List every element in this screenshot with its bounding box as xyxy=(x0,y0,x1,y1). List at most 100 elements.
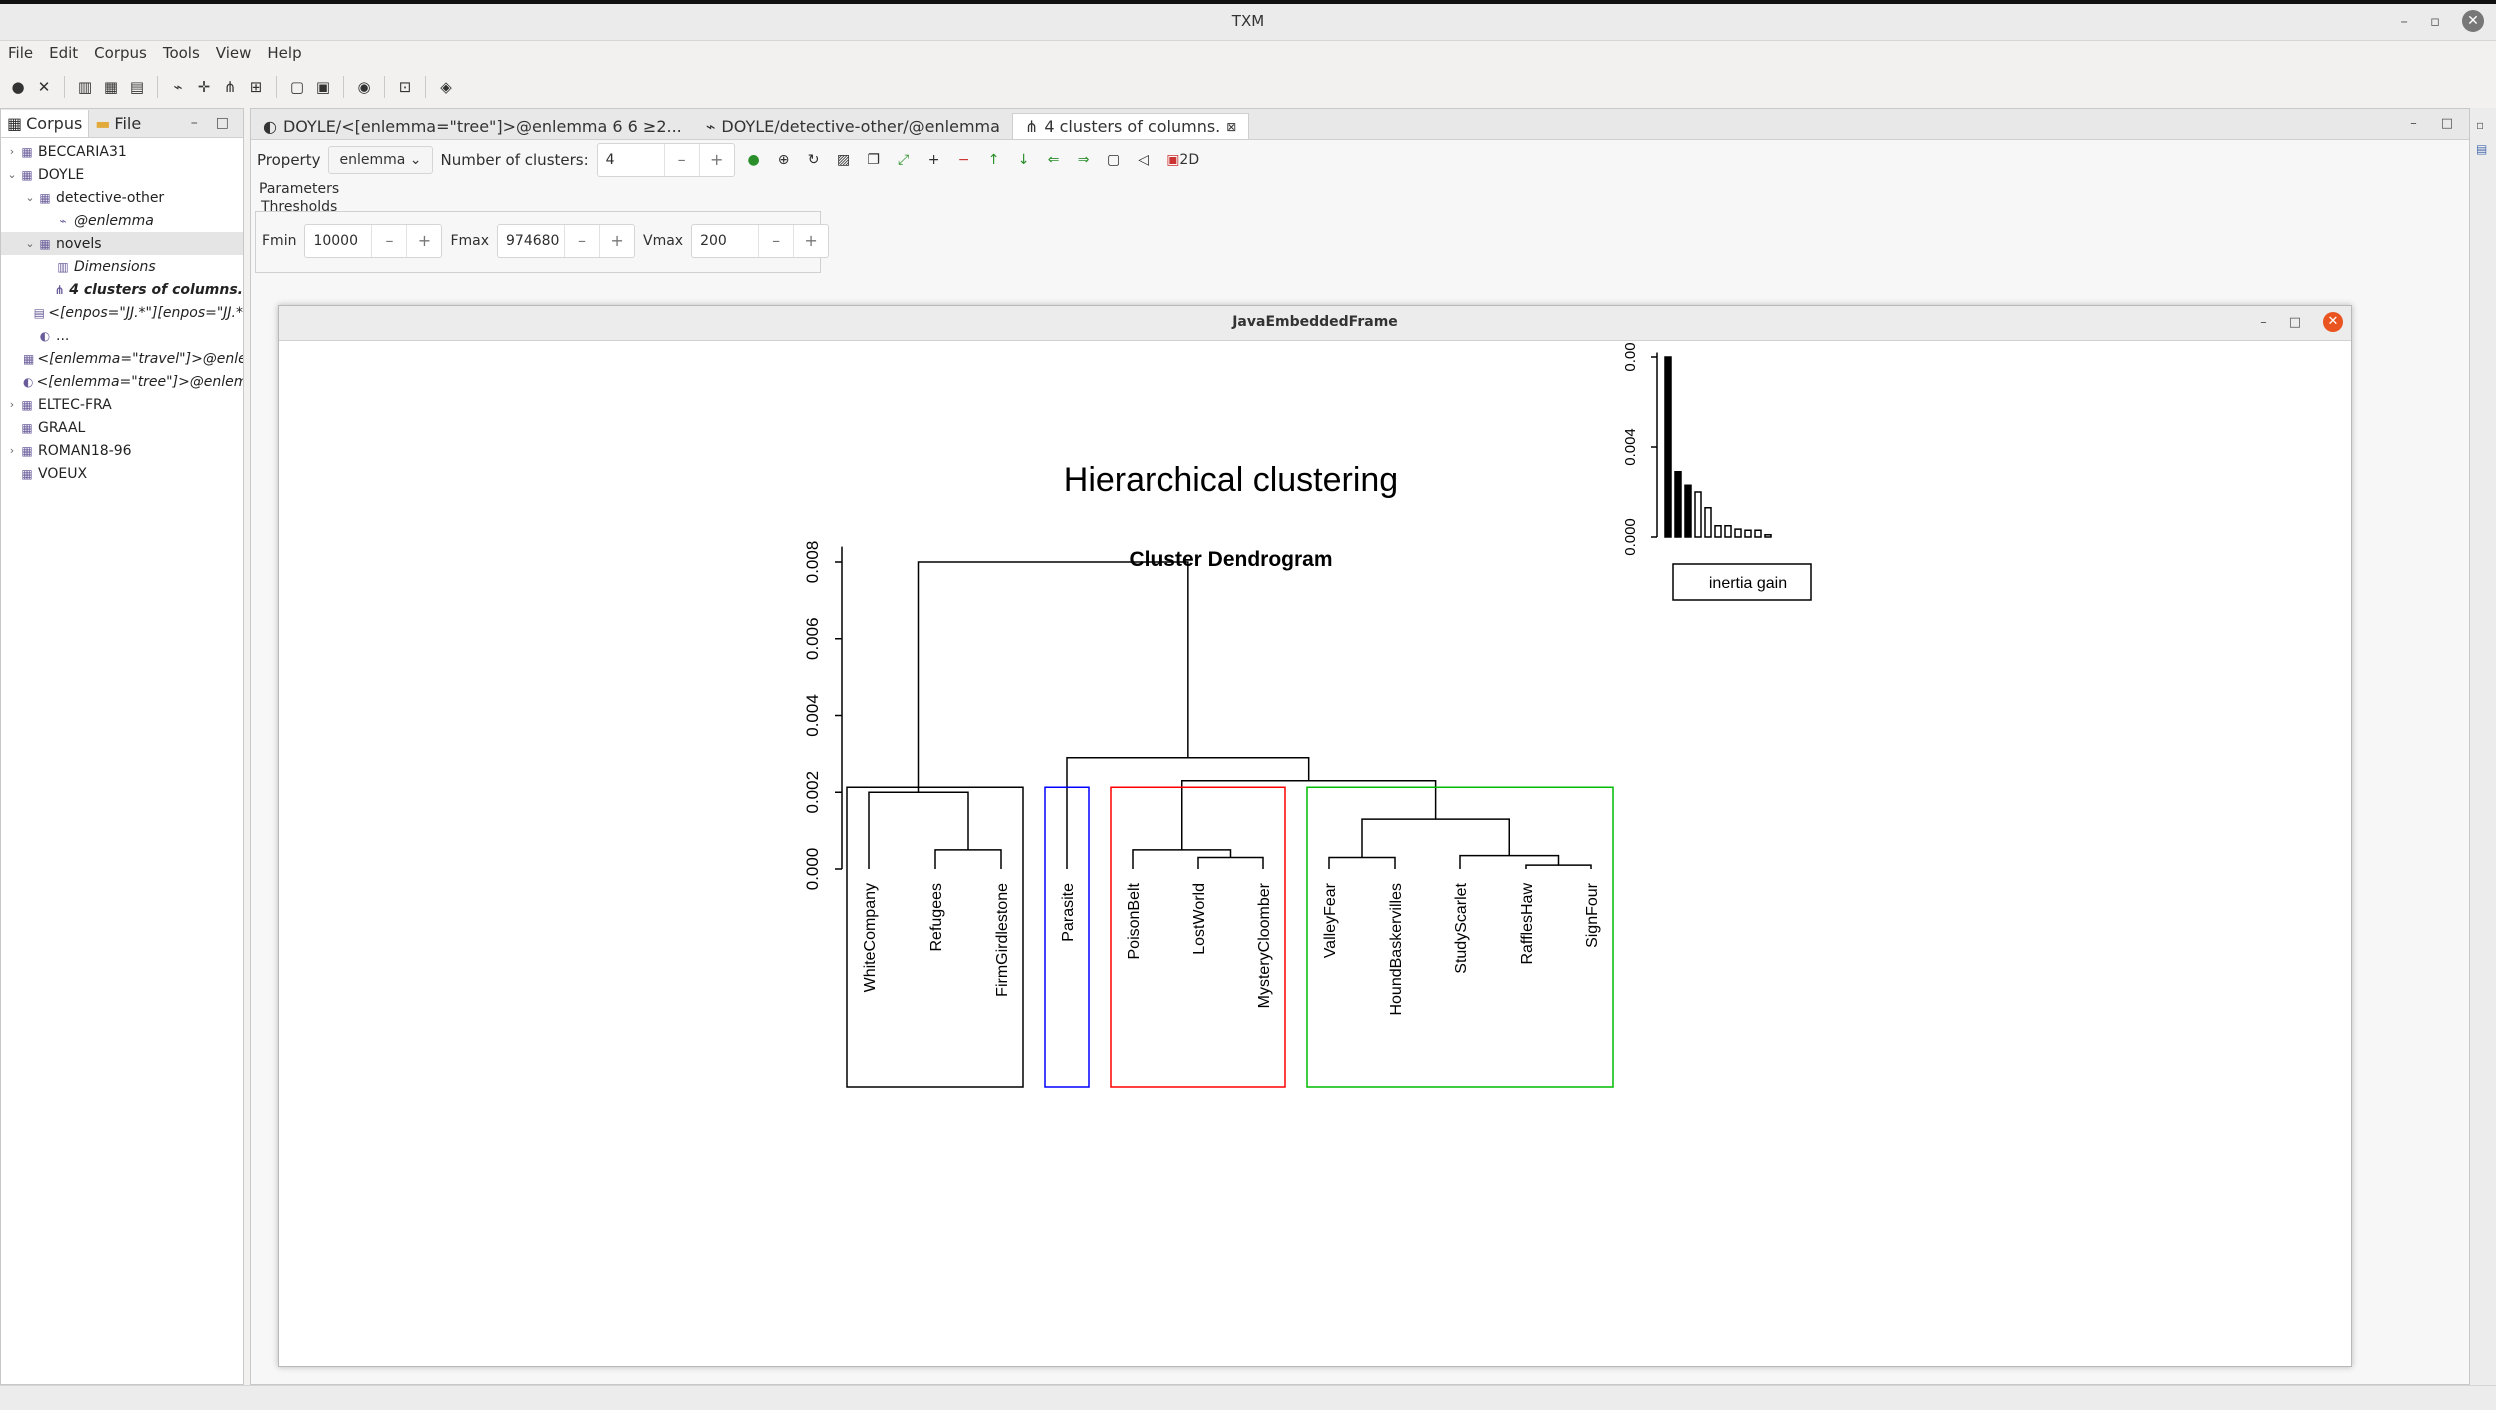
labels-icon[interactable]: ◁ xyxy=(1138,152,1150,168)
copy-icon[interactable]: ❐ xyxy=(867,152,880,168)
specificities-icon[interactable]: ⌁ xyxy=(173,78,183,96)
progression-icon[interactable]: ⊞ xyxy=(249,78,263,96)
txm-icon[interactable]: ◈ xyxy=(440,78,452,96)
tab-cooccurrence[interactable]: ◐ DOYLE/<[enlemma="tree"]>@enlemma 6 6 ≥2… xyxy=(263,116,682,136)
chevron-down-icon[interactable]: ⌄ xyxy=(25,237,35,250)
decrement-button[interactable]: – xyxy=(564,225,599,257)
tab-corpus[interactable]: ▦ Corpus xyxy=(1,109,90,137)
chevron-down-icon[interactable]: ⌄ xyxy=(25,191,35,204)
decrement-button[interactable]: – xyxy=(758,225,793,257)
minimize-icon[interactable]: – xyxy=(2400,12,2408,30)
new-file-icon[interactable]: ▢ xyxy=(289,78,305,96)
2d-toggle[interactable]: ▣ 2D xyxy=(1166,152,1200,168)
delete-icon[interactable]: ✕ xyxy=(37,78,51,96)
console-icon[interactable]: ▤ xyxy=(2476,142,2488,156)
info-icon[interactable]: ● xyxy=(11,78,25,96)
export-icon[interactable]: ⊡ xyxy=(398,78,412,96)
fmax-spinner[interactable]: 974680– + xyxy=(497,224,636,258)
dimensions-icon[interactable]: ▥ xyxy=(77,78,93,96)
screen-top-edge xyxy=(0,0,2496,4)
tab-clusters[interactable]: ⋔ 4 clusters of columns. ⊠ xyxy=(1011,113,1250,139)
menu-help[interactable]: Help xyxy=(267,44,302,62)
zoom-in-icon[interactable]: + xyxy=(927,152,940,168)
decrement-button[interactable]: – xyxy=(663,144,699,176)
refresh-icon[interactable]: ↻ xyxy=(807,152,820,168)
menu-edit[interactable]: Edit xyxy=(49,44,79,62)
vmax-label: Vmax xyxy=(643,233,684,249)
decrement-button[interactable]: – xyxy=(371,225,406,257)
tree-item[interactable]: › ▦ ROMAN18-96 xyxy=(1,439,243,462)
tree-item[interactable]: ▦ <[enlemma="travel"]>@enle xyxy=(1,347,243,370)
tree-item[interactable]: ⌄ ▦ DOYLE xyxy=(1,163,243,186)
vmax-spinner[interactable]: 200– + xyxy=(691,224,830,258)
menu-tools[interactable]: Tools xyxy=(162,44,200,62)
chevron-right-icon[interactable]: › xyxy=(9,444,15,457)
tree-item-label: GRAAL xyxy=(38,419,86,436)
lock-icon[interactable]: ▢ xyxy=(1107,152,1121,168)
tree-item[interactable]: ⌄ ▦ novels xyxy=(1,232,243,255)
inertia-bar xyxy=(1764,534,1772,538)
compute-icon[interactable]: ● xyxy=(747,152,760,168)
increment-button[interactable]: + xyxy=(406,225,441,257)
left-icon[interactable]: ⇐ xyxy=(1047,152,1060,168)
chevron-right-icon[interactable]: › xyxy=(9,398,15,411)
maximize-view-icon[interactable]: □ xyxy=(215,115,229,131)
inertia-y-tick-label: 0.004 xyxy=(1622,428,1639,466)
tree-item[interactable]: ◐... xyxy=(1,324,243,347)
corpus-icon: ▦ xyxy=(21,144,33,159)
maximize-editor-icon[interactable]: □ xyxy=(2440,116,2453,131)
chevron-down-icon[interactable]: ⌄ xyxy=(7,168,17,181)
cluster-icon[interactable]: ⋔ xyxy=(223,78,237,96)
tree-item-label: DOYLE xyxy=(38,166,85,183)
table-icon[interactable]: ▦ xyxy=(103,78,119,96)
inertia-bar xyxy=(1674,471,1682,538)
tree-item[interactable]: ⌁ @enlemma xyxy=(1,209,243,232)
tree-item[interactable]: ▦ GRAAL xyxy=(1,416,243,439)
minimize-editor-icon[interactable]: – xyxy=(2410,116,2417,131)
image-export-icon[interactable]: ▨ xyxy=(837,152,851,168)
tree-item[interactable]: ⋔ 4 clusters of columns. xyxy=(1,278,243,301)
chevron-right-icon[interactable]: › xyxy=(9,145,15,158)
inertia-legend-box xyxy=(1672,563,1812,601)
ca-icon[interactable]: ✛ xyxy=(197,78,211,96)
up-icon[interactable]: ↑ xyxy=(987,152,1000,168)
close-icon[interactable]: ✕ xyxy=(2462,10,2484,32)
tree-item[interactable]: ◐ <[enlemma="tree"]>@enlem xyxy=(1,370,243,393)
menu-corpus[interactable]: Corpus xyxy=(94,44,147,62)
tree-item[interactable]: ▥ Dimensions xyxy=(1,255,243,278)
menu-view[interactable]: View xyxy=(215,44,252,62)
toolbar-separator xyxy=(276,76,277,98)
fmin-spinner[interactable]: 10000– + xyxy=(304,224,443,258)
lexical-table-icon[interactable]: ▤ xyxy=(129,78,145,96)
run-icon[interactable]: ◉ xyxy=(357,78,371,96)
close-icon[interactable]: ✕ xyxy=(2323,312,2343,332)
tree-item[interactable]: › ▦ ELTEC-FRA xyxy=(1,393,243,416)
import-icon[interactable]: ▣ xyxy=(315,78,331,96)
down-icon[interactable]: ↓ xyxy=(1017,152,1030,168)
y-tick-label: 0.002 xyxy=(803,771,822,814)
minimize-view-icon[interactable]: – xyxy=(190,115,198,131)
tab-file[interactable]: ▬ File xyxy=(95,113,142,133)
property-select[interactable]: enlemma ⌄ xyxy=(328,146,433,174)
fit-icon[interactable]: ⤢ xyxy=(898,152,910,168)
minimize-icon[interactable]: – xyxy=(2260,314,2267,330)
nclusters-spinner[interactable]: 4– + xyxy=(596,143,735,177)
increment-button[interactable]: + xyxy=(698,144,734,176)
tree-item[interactable]: ▦ VOEUX xyxy=(1,462,243,485)
tree-item-label: @enlemma xyxy=(74,212,154,229)
increment-button[interactable]: + xyxy=(599,225,634,257)
cluster-icon: ⋔ xyxy=(54,282,65,297)
right-icon[interactable]: ⇒ xyxy=(1077,152,1090,168)
maximize-icon[interactable]: □ xyxy=(2288,314,2301,330)
zoom-icon[interactable]: ⊕ xyxy=(777,152,790,168)
zoom-out-icon[interactable]: − xyxy=(957,152,970,168)
increment-button[interactable]: + xyxy=(793,225,828,257)
tree-item[interactable]: › ▦ BECCARIA31 xyxy=(1,140,243,163)
restore-icon[interactable]: ▫ xyxy=(2476,118,2485,132)
menu-file[interactable]: File xyxy=(8,44,34,62)
restore-icon[interactable]: ▫ xyxy=(2429,12,2440,30)
close-tab-icon[interactable]: ⊠ xyxy=(1226,119,1237,134)
tree-item[interactable]: ⌄ ▦ detective-other xyxy=(1,186,243,209)
tree-item[interactable]: ▤ <[enpos="JJ.*"][enpos="JJ.* xyxy=(1,301,243,324)
tab-specificities[interactable]: ⌁ DOYLE/detective-other/@enlemma xyxy=(705,116,1000,136)
